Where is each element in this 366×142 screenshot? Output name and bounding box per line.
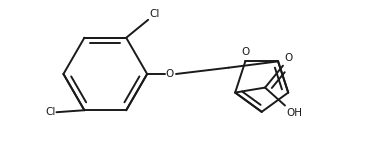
- Text: Cl: Cl: [45, 107, 56, 117]
- Text: O: O: [165, 69, 173, 79]
- Text: O: O: [284, 53, 292, 63]
- Text: Cl: Cl: [149, 9, 160, 19]
- Text: OH: OH: [286, 107, 302, 118]
- Text: O: O: [241, 47, 250, 57]
